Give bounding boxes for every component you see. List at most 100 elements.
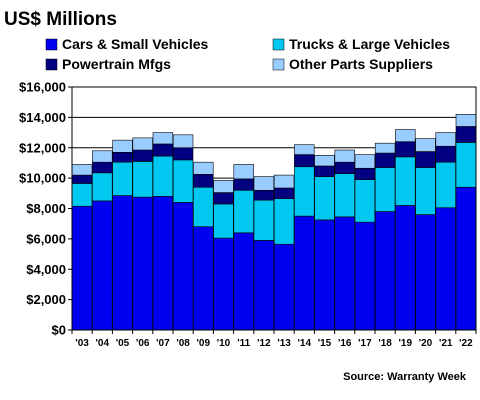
legend-label-other: Other Parts Suppliers	[289, 56, 433, 72]
bar-segment-1-7	[193, 226, 214, 331]
bar-segment-3-17	[395, 141, 416, 158]
bar-segment-4-3	[112, 139, 133, 153]
bar-segment-3-7	[193, 174, 214, 188]
bar-segment-2-5	[152, 155, 174, 197]
bar-segment-2-14	[334, 173, 355, 218]
bar-segment-3-9	[233, 178, 254, 191]
x-tick-label: '08	[176, 338, 190, 349]
bar-segment-3-13	[314, 165, 335, 177]
x-tick-label: '20	[419, 338, 433, 349]
bar-segment-3-10	[253, 189, 275, 201]
source-note: Source: Warranty Week	[343, 371, 467, 383]
bar-segment-2-11	[273, 198, 295, 245]
bar-segment-2-4	[132, 161, 153, 198]
bar-segment-4-19	[435, 132, 456, 147]
bar-segment-1-10	[253, 240, 275, 331]
bar-segment-2-19	[435, 161, 456, 209]
legend-item-powertrain: Powertrain Mfgs	[45, 56, 171, 72]
legend-swatch-other	[272, 58, 285, 71]
legend-item-trucks: Trucks & Large Vehicles	[272, 36, 450, 52]
bar-segment-1-8	[213, 237, 234, 331]
bar-segment-1-5	[152, 196, 174, 331]
bar-segment-1-18	[415, 214, 436, 331]
legend-item-other: Other Parts Suppliers	[272, 56, 433, 72]
bar-segment-3-1	[71, 174, 93, 184]
x-tick-label: '17	[358, 338, 372, 349]
x-tick-label: '06	[136, 338, 150, 349]
bar-segment-3-5	[152, 143, 174, 157]
bar-segment-3-14	[334, 161, 355, 174]
bar-segment-4-1	[71, 164, 93, 176]
x-tick-label: '18	[378, 338, 392, 349]
bar-segment-4-2	[92, 150, 113, 163]
x-axis: '03 '04 '05 '06 '07 '08 '09 '10 '11 '12 '13 '14 '15 '…	[71, 330, 477, 349]
bar-segment-2-17	[395, 156, 416, 206]
bar-segment-2-18	[415, 167, 436, 215]
y-tick-label: $14,000	[19, 110, 66, 125]
chart-title: US$ Millions	[4, 9, 117, 30]
bar-segment-1-9	[233, 232, 254, 331]
bar-segment-3-20	[455, 126, 477, 143]
legend-item-cars: Cars & Small Vehicles	[45, 36, 209, 52]
legend-label-powertrain: Powertrain Mfgs	[62, 56, 171, 72]
bar-segment-2-9	[233, 189, 254, 234]
x-tick-label: '05	[116, 338, 130, 349]
y-tick-label: $0	[52, 323, 66, 338]
bar-segment-1-20	[455, 186, 477, 331]
bar-segment-3-6	[172, 147, 194, 161]
bar-segment-2-1	[71, 183, 93, 207]
x-tick-label: '10	[217, 338, 231, 349]
x-tick-label: '15	[318, 338, 332, 349]
bar-segment-2-10	[253, 199, 275, 241]
bar-segment-4-20	[455, 114, 477, 127]
bar-segment-2-2	[92, 172, 113, 202]
bar-segment-4-15	[354, 154, 376, 169]
bar-segment-3-3	[112, 152, 133, 163]
bar-segment-1-1	[71, 205, 93, 331]
bar-segment-2-13	[314, 176, 335, 221]
bar-segment-2-3	[112, 161, 133, 196]
legend-swatch-trucks	[272, 38, 285, 51]
bar-segment-2-12	[294, 166, 315, 217]
x-tick-label: '03	[75, 338, 89, 349]
bar-segment-4-16	[374, 142, 396, 154]
x-tick-label: '13	[277, 338, 291, 349]
bar-segment-1-11	[273, 243, 295, 331]
y-tick-label: $4,000	[26, 262, 66, 277]
x-tick-label: '14	[298, 338, 312, 349]
x-tick-label: '21	[439, 338, 453, 349]
legend-swatch-powertrain	[45, 58, 58, 71]
bar-segment-4-18	[415, 138, 436, 152]
legend-swatch-cars	[45, 38, 58, 51]
bar-segment-3-15	[354, 167, 376, 180]
x-tick-label: '12	[257, 338, 271, 349]
y-tick-label: $12,000	[19, 140, 66, 155]
bar-segment-1-3	[112, 195, 133, 331]
bar-segment-2-6	[172, 159, 194, 203]
bar-segment-4-9	[233, 164, 254, 180]
bar-segment-1-4	[132, 196, 153, 331]
bar-segment-4-17	[395, 129, 416, 142]
bar-segment-4-6	[172, 134, 194, 149]
bar-segment-4-5	[152, 132, 174, 145]
x-tick-label: '22	[459, 338, 473, 349]
x-tick-label: '11	[237, 338, 250, 349]
legend-label-trucks: Trucks & Large Vehicles	[289, 36, 450, 52]
bar-segment-1-6	[172, 202, 194, 331]
y-tick-label: $6,000	[26, 231, 66, 246]
bar-segment-4-12	[294, 144, 315, 155]
y-axis: $0 $2,000 $4,000 $6,000 $8,000 $10,000 $12,000…	[19, 80, 72, 338]
x-tick-label: '04	[96, 338, 110, 349]
bar-segment-1-15	[354, 221, 376, 331]
bar-segment-4-11	[273, 174, 295, 189]
x-tick-label: '09	[197, 338, 211, 349]
bar-segment-3-16	[374, 152, 396, 168]
bar-segment-2-16	[374, 167, 396, 212]
bar-segment-2-20	[455, 142, 477, 188]
bar-segment-2-7	[193, 186, 214, 228]
bar-segment-3-18	[415, 151, 436, 168]
bar-segment-4-10	[253, 176, 275, 191]
bar-segment-1-16	[374, 211, 396, 331]
y-tick-label: $16,000	[19, 80, 66, 95]
